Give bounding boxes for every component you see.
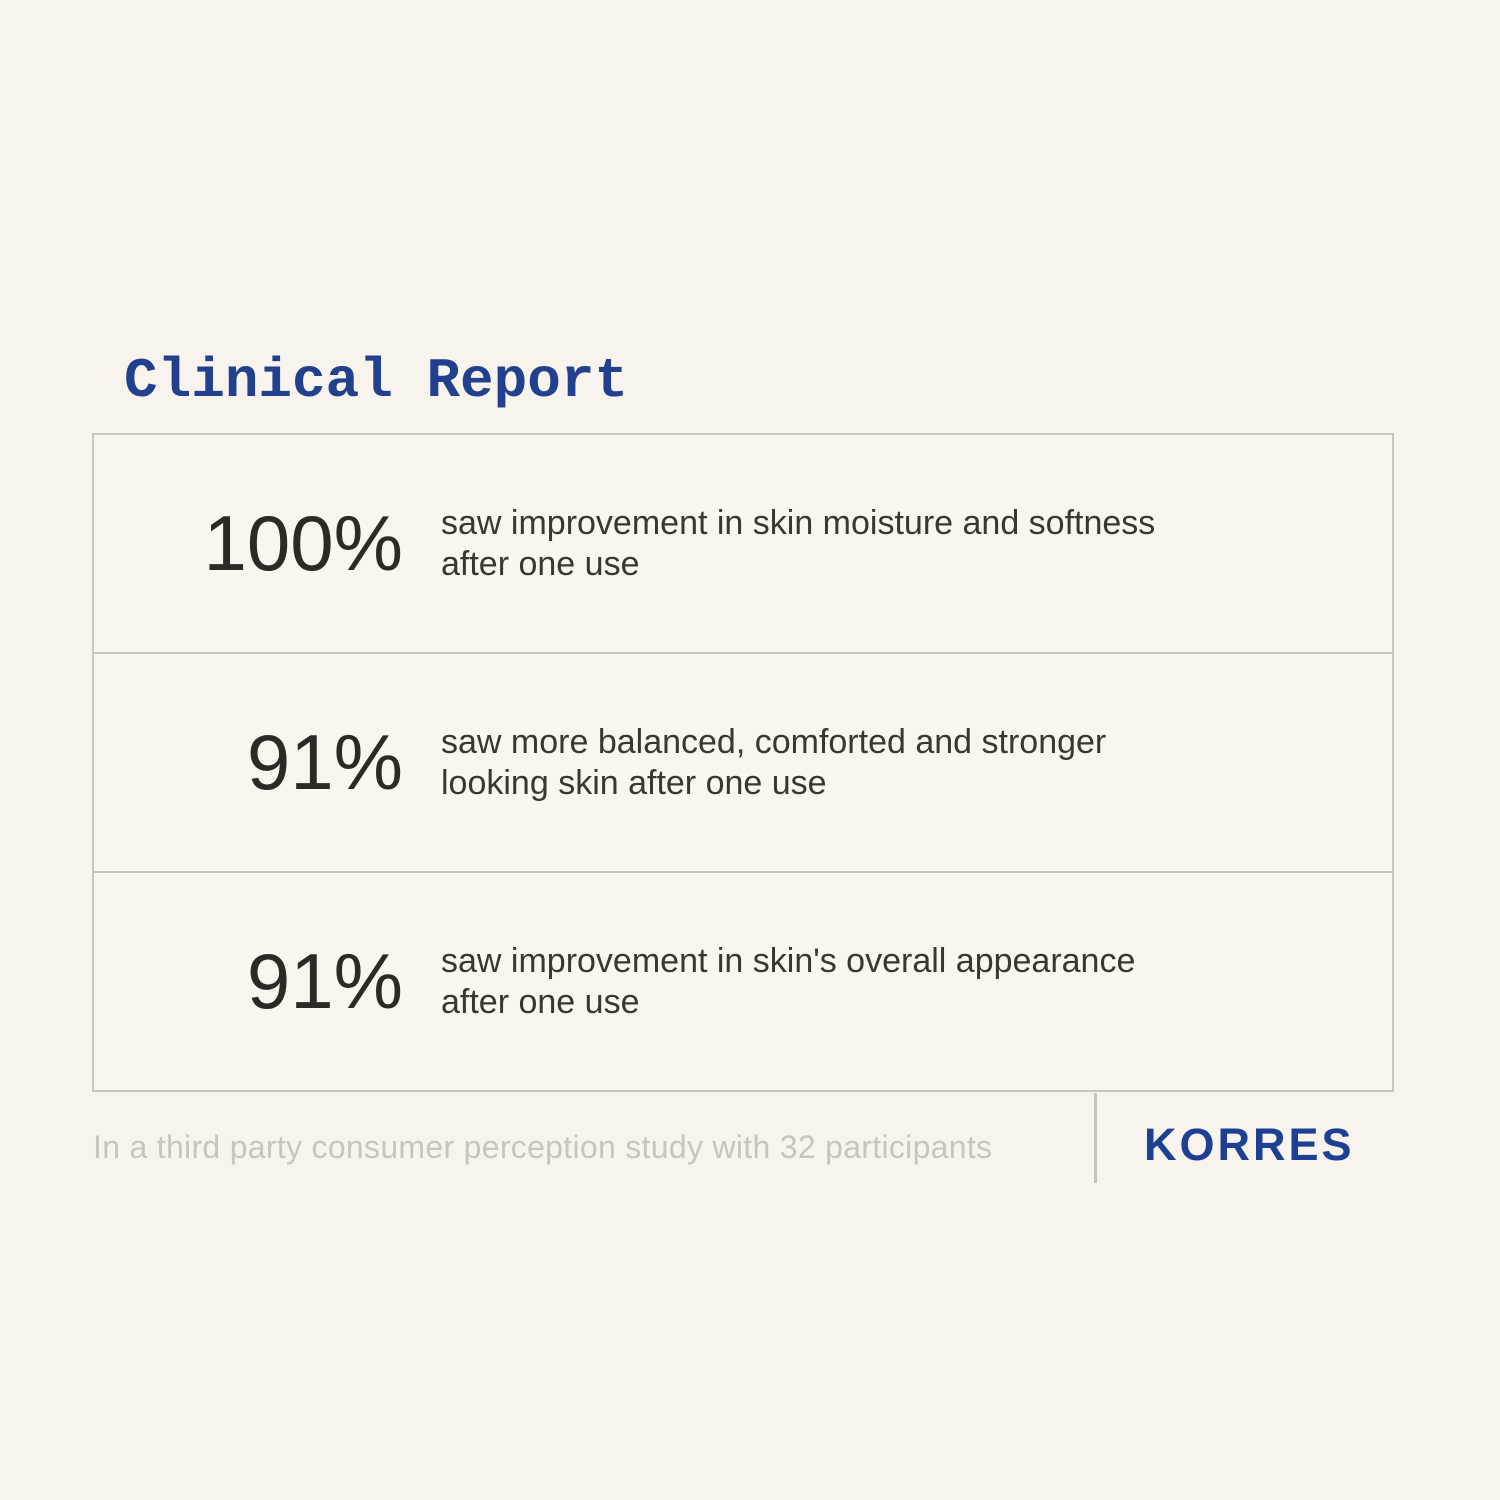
table-row: 100% saw improvement in skin moisture an… [94, 435, 1392, 652]
stat-value: 91% [246, 937, 403, 1025]
vertical-divider [1094, 1093, 1097, 1183]
page-title: Clinical Report [124, 349, 629, 413]
table-row: 91% saw more balanced, comforted and str… [94, 652, 1392, 871]
table-row: 91% saw improvement in skin's overall ap… [94, 871, 1392, 1090]
stat-description: saw more balanced, comforted and stronge… [441, 722, 1107, 802]
stat-description: saw improvement in skin's overall appear… [441, 941, 1136, 1021]
stat-value: 100% [203, 499, 404, 587]
brand-logo: KORRES [1144, 1119, 1355, 1170]
clinical-results-table: 100% saw improvement in skin moisture an… [92, 433, 1394, 1092]
stat-value: 91% [246, 718, 403, 806]
study-footnote: In a third party consumer perception stu… [93, 1129, 993, 1165]
stat-description: saw improvement in skin moisture and sof… [441, 503, 1156, 583]
